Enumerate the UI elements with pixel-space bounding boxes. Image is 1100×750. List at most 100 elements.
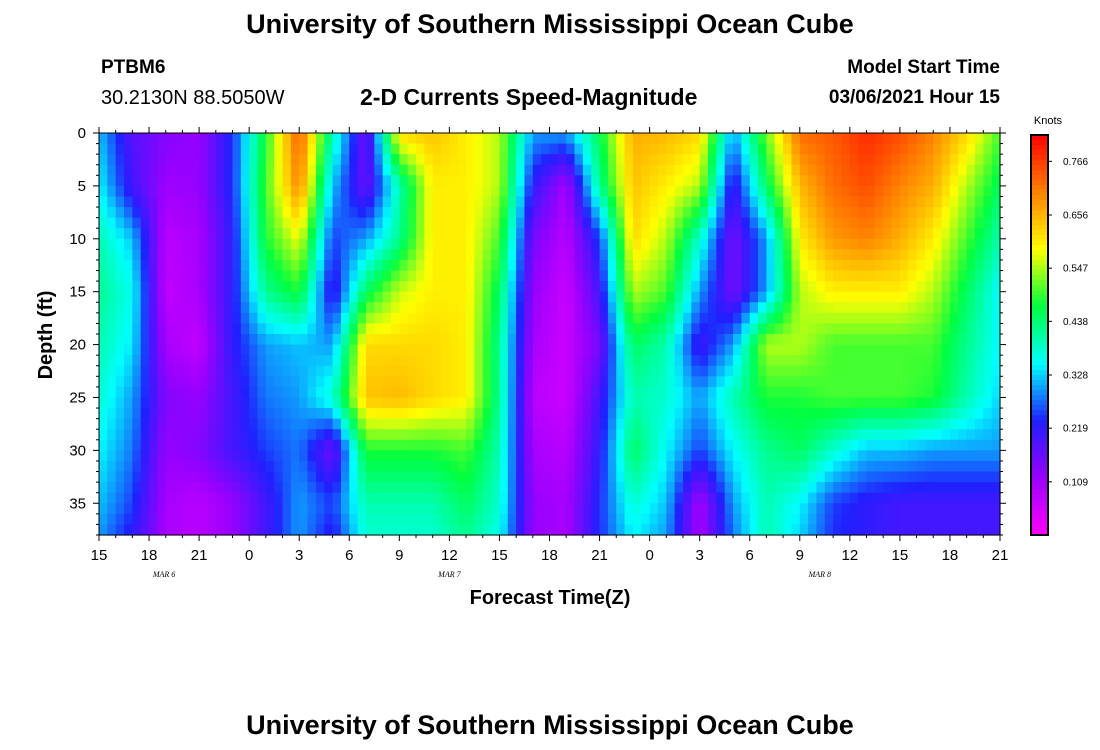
heatmap-cell bbox=[265, 492, 275, 504]
heatmap-cell bbox=[449, 196, 459, 208]
heatmap-cell bbox=[516, 302, 526, 314]
heatmap-cell bbox=[632, 513, 642, 526]
heatmap-cell bbox=[390, 408, 400, 420]
heatmap-cell bbox=[641, 270, 651, 282]
heatmap-cell bbox=[966, 143, 976, 155]
heatmap-cell bbox=[682, 365, 692, 377]
heatmap-cell bbox=[424, 164, 434, 176]
heatmap-cell bbox=[357, 164, 367, 176]
heatmap-cell bbox=[441, 386, 450, 399]
heatmap-cell bbox=[99, 397, 108, 409]
heatmap-cell bbox=[741, 133, 751, 145]
heatmap-cell bbox=[741, 429, 751, 441]
heatmap-cell bbox=[274, 524, 284, 536]
heatmap-cell bbox=[365, 397, 375, 409]
heatmap-cell bbox=[933, 492, 943, 504]
heatmap-cell bbox=[749, 365, 759, 377]
heatmap-cell bbox=[891, 503, 901, 515]
heatmap-cell bbox=[557, 302, 567, 314]
heatmap-cell bbox=[941, 143, 951, 155]
heatmap-cell bbox=[224, 323, 234, 335]
heatmap-cell bbox=[699, 196, 709, 208]
heatmap-cell bbox=[190, 154, 200, 166]
heatmap-cell bbox=[299, 323, 309, 335]
heatmap-cell bbox=[808, 281, 818, 293]
heatmap-cell bbox=[349, 291, 359, 303]
heatmap-cell bbox=[916, 291, 926, 303]
heatmap-cell bbox=[449, 408, 459, 420]
heatmap-cell bbox=[816, 386, 826, 399]
heatmap-cell bbox=[99, 482, 108, 494]
heatmap-cell bbox=[591, 429, 601, 441]
heatmap-cell bbox=[916, 524, 926, 536]
heatmap-cell bbox=[457, 249, 467, 261]
heatmap-cell bbox=[382, 503, 392, 515]
colorbar-swatch bbox=[1031, 135, 1048, 141]
heatmap-cell bbox=[924, 217, 934, 229]
heatmap-cell bbox=[641, 386, 651, 399]
heatmap-cell bbox=[140, 355, 150, 367]
heatmap-cell bbox=[724, 376, 734, 388]
heatmap-cell bbox=[132, 281, 142, 293]
heatmap-cell bbox=[557, 524, 567, 536]
heatmap-cell bbox=[149, 185, 158, 198]
heatmap-cell bbox=[457, 344, 467, 356]
heatmap-cell bbox=[357, 429, 367, 441]
heatmap-cell bbox=[274, 376, 284, 388]
heatmap-cell bbox=[933, 249, 943, 261]
heatmap-cell bbox=[858, 439, 868, 451]
heatmap-cell bbox=[240, 503, 250, 515]
heatmap-cell bbox=[207, 291, 217, 303]
heatmap-cell bbox=[257, 365, 267, 377]
heatmap-cell bbox=[441, 344, 450, 356]
heatmap-cell bbox=[99, 460, 108, 473]
heatmap-cell bbox=[616, 450, 626, 462]
heatmap-cell bbox=[799, 302, 809, 314]
heatmap-cell bbox=[190, 386, 200, 399]
heatmap-cell bbox=[766, 175, 776, 187]
heatmap-cell bbox=[966, 524, 976, 536]
heatmap-cell bbox=[749, 185, 759, 198]
heatmap-cell bbox=[290, 524, 300, 536]
heatmap-cell bbox=[749, 344, 759, 356]
heatmap-cell bbox=[249, 408, 259, 420]
heatmap-cell bbox=[274, 228, 284, 240]
heatmap-cell bbox=[799, 175, 809, 187]
heatmap-cell bbox=[282, 482, 292, 494]
heatmap-cell bbox=[257, 344, 267, 356]
heatmap-cell bbox=[758, 408, 767, 420]
heatmap-cell bbox=[891, 238, 901, 250]
heatmap-cell bbox=[666, 143, 676, 155]
heatmap-cell bbox=[574, 344, 584, 356]
heatmap-cell bbox=[816, 175, 826, 187]
heatmap-cell bbox=[641, 238, 651, 250]
heatmap-cell bbox=[190, 429, 200, 441]
heatmap-cell bbox=[457, 460, 467, 473]
heatmap-cell bbox=[849, 513, 859, 526]
heatmap-cell bbox=[107, 302, 117, 314]
heatmap-cell bbox=[799, 450, 809, 462]
heatmap-cell bbox=[774, 228, 784, 240]
heatmap-cell bbox=[499, 492, 509, 504]
heatmap-cell bbox=[607, 175, 617, 187]
heatmap-cell bbox=[299, 312, 309, 325]
heatmap-cell bbox=[374, 207, 384, 219]
heatmap-cell bbox=[265, 334, 275, 346]
heatmap-cell bbox=[774, 344, 784, 356]
heatmap-cell bbox=[682, 238, 692, 250]
heatmap-cell bbox=[257, 408, 267, 420]
heatmap-cell bbox=[983, 471, 993, 483]
heatmap-cell bbox=[958, 270, 968, 282]
heatmap-cell bbox=[799, 323, 809, 335]
heatmap-cell bbox=[174, 228, 184, 240]
heatmap-cell bbox=[774, 238, 784, 250]
heatmap-cell bbox=[474, 344, 484, 356]
heatmap-cell bbox=[157, 175, 167, 187]
heatmap-cell bbox=[249, 270, 259, 282]
heatmap-cell bbox=[983, 386, 993, 399]
heatmap-cell bbox=[491, 185, 501, 198]
heatmap-cell bbox=[691, 270, 701, 282]
heatmap-cell bbox=[733, 471, 742, 483]
heatmap-cell bbox=[215, 450, 225, 462]
heatmap-cell bbox=[591, 259, 601, 272]
